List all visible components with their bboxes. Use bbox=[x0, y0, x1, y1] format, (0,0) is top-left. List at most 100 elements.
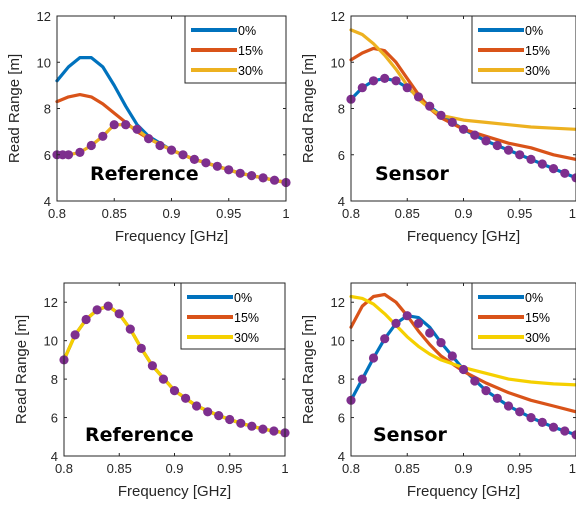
data-marker bbox=[548, 164, 559, 174]
y-tick-label: 6 bbox=[338, 411, 345, 426]
legend: 0% 15% 30% bbox=[184, 15, 287, 84]
y-tick-label: 8 bbox=[44, 102, 51, 117]
x-tick-label: 0.8 bbox=[55, 461, 73, 476]
panel-annotation: Reference bbox=[85, 424, 194, 446]
data-marker bbox=[109, 120, 119, 130]
data-marker bbox=[247, 171, 257, 181]
legend-entry-label: 15% bbox=[525, 311, 550, 325]
data-marker bbox=[436, 110, 446, 120]
y-axis-label: Read Range [m] bbox=[13, 315, 30, 424]
data-marker bbox=[503, 401, 514, 411]
y-tick-label: 4 bbox=[338, 449, 345, 464]
legend-entry-label: 30% bbox=[234, 331, 259, 345]
x-tick-label: 0.85 bbox=[395, 206, 420, 221]
data-marker bbox=[192, 401, 202, 411]
data-marker bbox=[235, 168, 245, 178]
y-tick-label: 4 bbox=[44, 194, 51, 209]
data-marker bbox=[166, 145, 177, 155]
data-marker bbox=[425, 101, 435, 111]
x-tick-label: 0.85 bbox=[102, 206, 127, 221]
data-marker bbox=[436, 338, 446, 348]
x-tick-label: 0.9 bbox=[454, 206, 472, 221]
legend: 0% 15% 30% bbox=[471, 15, 576, 84]
panel-annotation: Reference bbox=[90, 163, 199, 185]
data-marker bbox=[258, 173, 268, 183]
chart-panel-1: 0.8 0.85 0.9 0.95 1 4 6 8 10 12 Frequency [GHz] Rea… bbox=[6, 9, 291, 245]
x-tick-label: 1 bbox=[569, 206, 576, 221]
legend-entry-label: 30% bbox=[525, 64, 550, 78]
data-marker bbox=[189, 154, 199, 164]
data-marker bbox=[103, 301, 113, 311]
series-line-15pct bbox=[349, 292, 576, 414]
chart-panel-2: 0.8 0.85 0.9 0.95 1 4 6 8 10 12 Frequency [GHz] Rea… bbox=[300, 9, 576, 245]
data-marker bbox=[402, 311, 412, 321]
y-tick-label: 6 bbox=[338, 148, 345, 163]
y-tick-label: 4 bbox=[51, 449, 58, 464]
data-marker bbox=[548, 422, 559, 432]
x-tick-label: 0.8 bbox=[48, 206, 66, 221]
data-marker bbox=[212, 161, 222, 171]
x-tick-label: 0.8 bbox=[342, 206, 360, 221]
data-marker bbox=[201, 158, 211, 168]
series-line-30pct bbox=[349, 294, 576, 387]
data-marker bbox=[515, 407, 525, 417]
legend-entry-label: 15% bbox=[234, 311, 259, 325]
data-marker bbox=[258, 424, 268, 434]
data-marker bbox=[181, 393, 191, 403]
data-marker bbox=[470, 130, 480, 140]
x-tick-label: 1 bbox=[281, 461, 288, 476]
y-tick-label: 12 bbox=[44, 295, 58, 310]
x-axis-label: Frequency [GHz] bbox=[407, 483, 520, 500]
panel-annotation: Sensor bbox=[373, 424, 447, 446]
data-marker bbox=[136, 343, 146, 353]
data-marker bbox=[458, 124, 469, 134]
x-tick-label: 1 bbox=[282, 206, 289, 221]
x-axis-label: Frequency [GHz] bbox=[118, 483, 231, 500]
data-marker bbox=[357, 83, 367, 93]
data-marker bbox=[425, 328, 435, 338]
data-marker bbox=[447, 117, 457, 127]
legend-entry-label: 0% bbox=[238, 24, 256, 38]
data-marker bbox=[526, 413, 536, 423]
legend: 0% 15% 30% bbox=[180, 282, 286, 350]
data-marker bbox=[380, 73, 390, 83]
x-axis-label: Frequency [GHz] bbox=[115, 228, 228, 245]
data-marker bbox=[114, 309, 124, 319]
legend-entry-label: 0% bbox=[525, 24, 543, 38]
data-marker bbox=[470, 376, 480, 386]
y-tick-label: 8 bbox=[338, 372, 345, 387]
data-marker bbox=[98, 131, 108, 141]
data-marker bbox=[413, 92, 424, 102]
x-tick-label: 0.95 bbox=[217, 461, 242, 476]
x-tick-label: 0.95 bbox=[507, 206, 532, 221]
y-tick-label: 12 bbox=[37, 9, 51, 24]
data-marker bbox=[144, 134, 154, 144]
data-marker bbox=[481, 386, 491, 396]
data-marker bbox=[86, 140, 96, 151]
y-tick-label: 8 bbox=[51, 372, 58, 387]
data-marker bbox=[560, 168, 570, 178]
data-marker bbox=[492, 140, 502, 151]
data-marker bbox=[247, 421, 257, 431]
y-tick-label: 4 bbox=[338, 194, 345, 209]
x-tick-label: 0.9 bbox=[454, 461, 472, 476]
y-tick-label: 10 bbox=[44, 334, 58, 349]
data-marker bbox=[158, 374, 168, 384]
y-tick-label: 6 bbox=[44, 148, 51, 163]
data-marker bbox=[75, 147, 85, 157]
data-marker bbox=[571, 430, 576, 440]
data-marker bbox=[132, 124, 142, 134]
data-marker bbox=[70, 330, 80, 340]
y-tick-label: 8 bbox=[338, 102, 345, 117]
data-marker bbox=[391, 318, 401, 328]
data-marker bbox=[357, 374, 367, 384]
data-marker bbox=[92, 305, 102, 315]
panel-annotation: Sensor bbox=[375, 163, 449, 185]
legend: 0% 15% 30% bbox=[471, 282, 576, 350]
y-tick-label: 6 bbox=[51, 411, 58, 426]
y-tick-label: 10 bbox=[331, 334, 345, 349]
data-marker bbox=[537, 159, 547, 169]
data-marker bbox=[380, 334, 390, 344]
data-marker bbox=[155, 140, 165, 151]
